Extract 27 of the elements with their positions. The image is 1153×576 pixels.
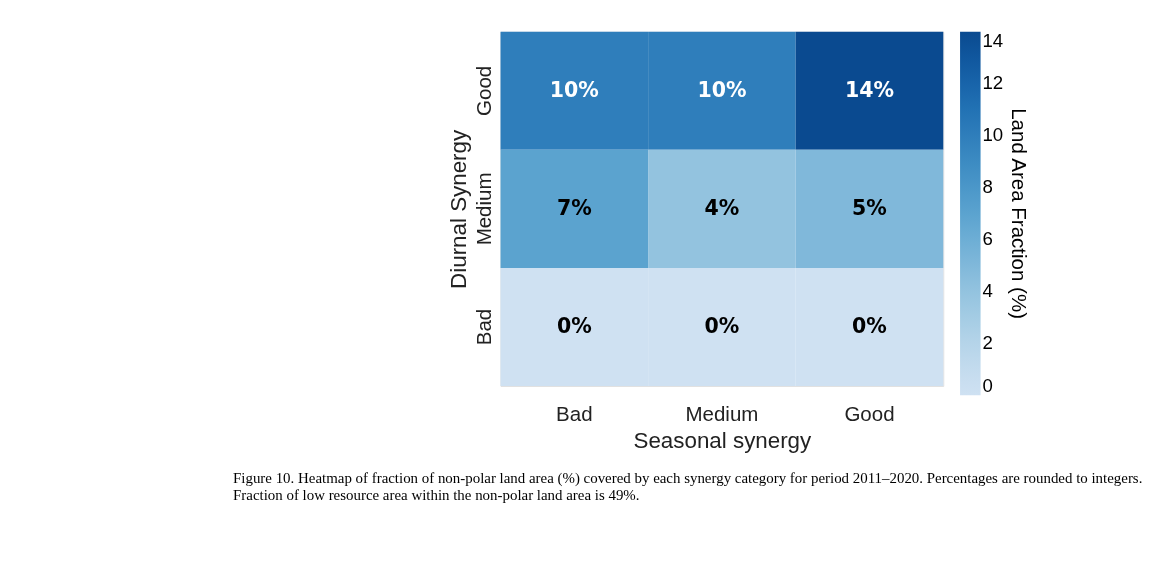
data-label: 5% — [852, 196, 887, 221]
data-label: 0% — [556, 314, 592, 339]
x-tick-label: Bad — [556, 401, 593, 425]
color-bar-label: 14 — [982, 29, 1004, 51]
y-tick-label: Bad — [471, 308, 495, 346]
x-axis-title: Seasonal synergy — [633, 427, 813, 453]
data-label: 0% — [852, 314, 887, 339]
color-bar-label: 2 — [982, 331, 993, 353]
color-bar-label: 12 — [982, 72, 1004, 94]
data-label: 14% — [844, 78, 895, 103]
y-axis-title: Diurnal Synergy — [445, 129, 471, 289]
caption: Figure 10. Heatmap of fraction of non-polar land area (%) covered by each synergy category for period 2011–2020. Percentages are rounded to integers. Fraction of low resource area within the non-polar land area is 49%. — [233, 469, 1143, 503]
x-tick-label: Medium — [685, 401, 759, 425]
color-bar-title: Land Area Fraction (%) — [1008, 108, 1032, 319]
data-label: 7% — [556, 196, 592, 221]
color-bar-label: 6 — [982, 228, 993, 250]
data-label: 4% — [704, 196, 740, 221]
color-bar-label: 0 — [982, 374, 993, 396]
data-label: 10% — [697, 78, 747, 103]
y-tick-label: Good — [471, 65, 495, 116]
color-bar-label: 10 — [982, 124, 1004, 146]
x-tick-label: Good — [844, 401, 895, 425]
color-bar-label: 8 — [982, 176, 993, 198]
color-bar-label: 4 — [982, 280, 993, 302]
data-label: 10% — [549, 78, 599, 103]
data-label: 0% — [704, 314, 740, 339]
y-tick-label: Medium — [471, 172, 495, 246]
